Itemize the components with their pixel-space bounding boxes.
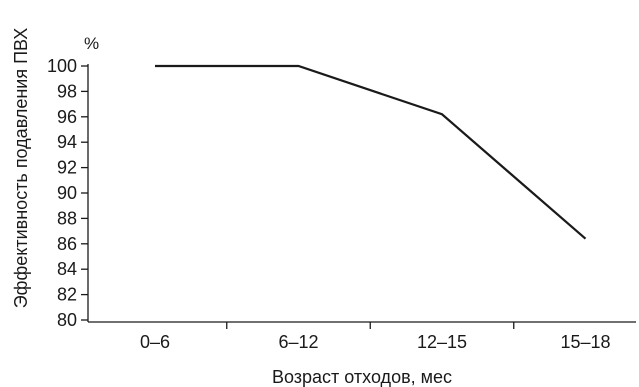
- series-line: [155, 64, 587, 240]
- y-tick-label: 98: [57, 81, 77, 101]
- x-axis: 0–6 6–12 12–15 15–18: [88, 321, 636, 352]
- y-tick-label: 82: [57, 285, 77, 305]
- y-tick-label: 90: [57, 183, 77, 203]
- y-tick-label: 92: [57, 158, 77, 178]
- series-group: [154, 64, 587, 240]
- x-axis-title: Возраст отходов, мес: [272, 367, 452, 387]
- y-tick-label: 84: [57, 259, 77, 279]
- x-tick-label: 6–12: [278, 332, 318, 352]
- y-axis: 80 82 84 86 88 90 92 94 96 98 100: [47, 56, 89, 330]
- y-tick-label: 94: [57, 132, 77, 152]
- y-tick-label: 86: [57, 234, 77, 254]
- y-tick-label: 100: [47, 56, 77, 76]
- x-tick-label: 0–6: [140, 332, 170, 352]
- y-axis-unit: %: [84, 34, 99, 53]
- y-axis-title: Эффективность подавления ПВХ: [11, 28, 31, 309]
- x-tick-label: 12–15: [417, 332, 467, 352]
- y-tick-label: 96: [57, 107, 77, 127]
- y-tick-label: 80: [57, 310, 77, 330]
- x-tick-label: 15–18: [560, 332, 610, 352]
- y-tick-label: 88: [57, 208, 77, 228]
